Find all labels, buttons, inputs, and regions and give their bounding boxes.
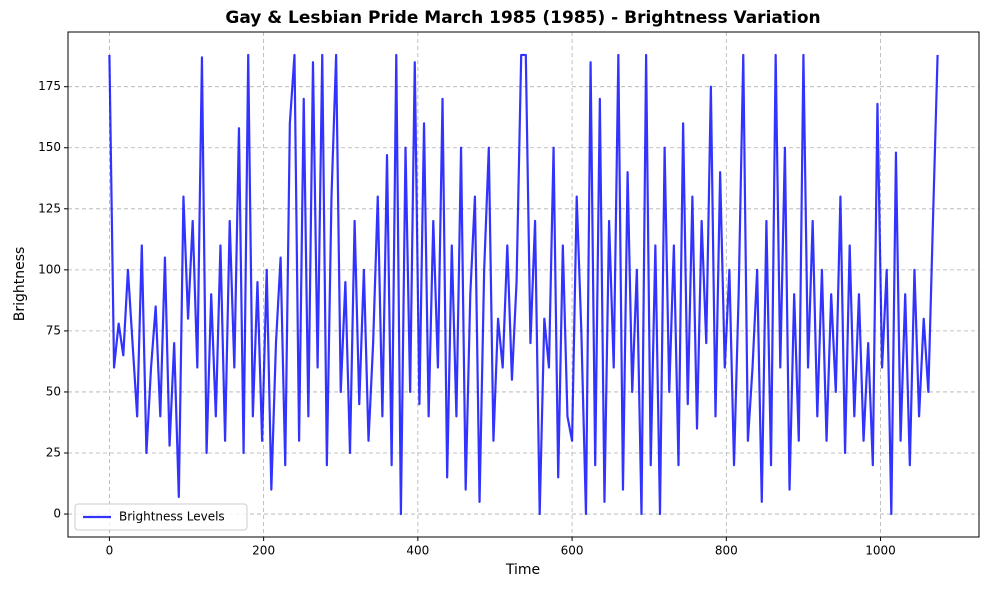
y-tick-label: 150 [38, 140, 61, 154]
y-tick-label: 100 [38, 262, 61, 276]
x-tick-label: 0 [106, 544, 114, 558]
y-tick-label: 175 [38, 79, 61, 93]
x-tick-label: 200 [252, 544, 275, 558]
x-tick-label: 1000 [865, 544, 896, 558]
x-tick-label: 600 [561, 544, 584, 558]
x-tick-label: 400 [406, 544, 429, 558]
y-tick-label: 50 [46, 384, 61, 398]
plot-frame [67, 31, 980, 538]
data-line [108, 53, 939, 516]
y-tick-label: 0 [53, 507, 61, 521]
y-tick-label: 25 [46, 445, 61, 459]
x-axis-label: Time [505, 562, 540, 578]
y-tick-label: 125 [38, 201, 61, 215]
y-tick-label: 75 [46, 323, 61, 337]
y-axis-label: Brightness [12, 247, 28, 322]
legend: Brightness Levels [74, 503, 248, 531]
x-tick-label: 800 [715, 544, 738, 558]
chart-title: Gay & Lesbian Pride March 1985 (1985) - … [225, 8, 820, 28]
legend-box [74, 503, 248, 531]
legend-label: Brightness Levels [119, 510, 225, 524]
